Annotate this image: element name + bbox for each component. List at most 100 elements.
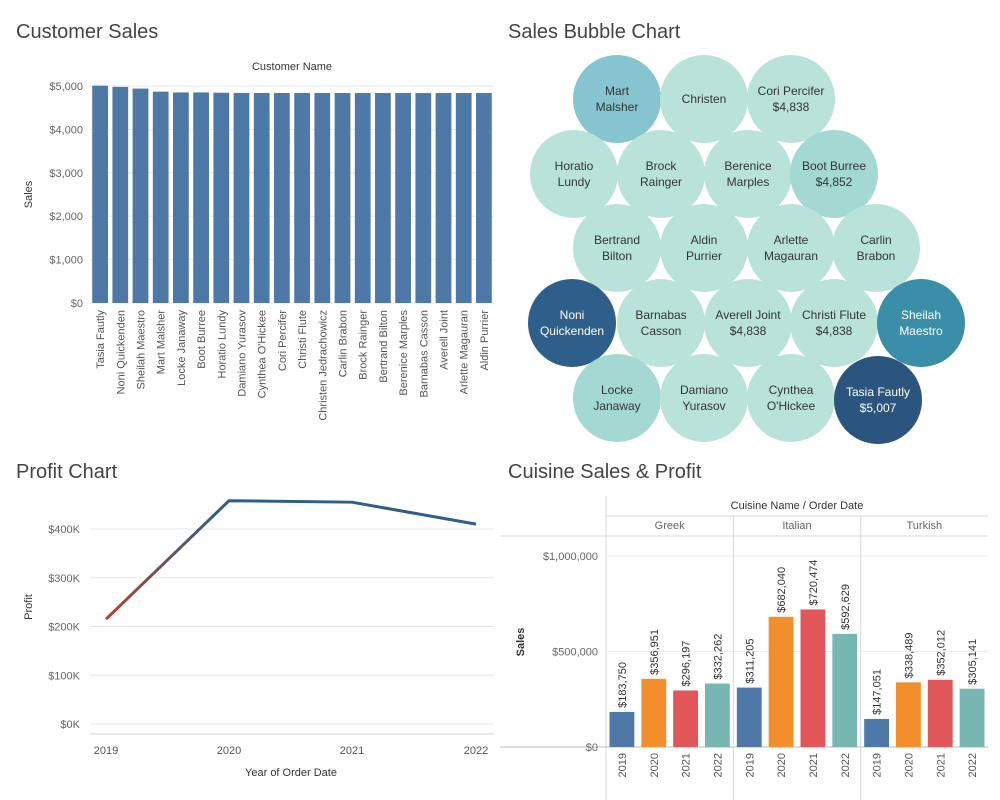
- y-tick-label: $1,000,000: [543, 551, 598, 563]
- data-label: $338,489: [903, 632, 915, 678]
- x-tick-label: Aldin Purrier: [479, 310, 491, 371]
- data-label: $311,205: [744, 639, 756, 684]
- x-tick-label: 2022: [840, 753, 852, 777]
- bubble: [704, 279, 792, 367]
- bar: [375, 93, 391, 304]
- bubble: [747, 204, 835, 292]
- bubble-label: $4,838: [773, 100, 810, 114]
- bar: [415, 93, 432, 304]
- bubble-label: Mart: [605, 84, 630, 98]
- bar: [705, 683, 730, 747]
- x-tick-label: 2019: [617, 753, 629, 777]
- x-tick-label: Damiano Yurasov: [237, 310, 249, 397]
- cuisine-name: Italian: [782, 520, 811, 532]
- cuisine-name: Turkish: [907, 520, 943, 532]
- bubble: [573, 204, 661, 292]
- bubble-label: Aldin: [691, 233, 718, 247]
- x-tick-label: Horatio Lundy: [216, 310, 228, 379]
- bubble-label: Noni: [560, 308, 585, 322]
- x-tick-label: Christi Flute: [297, 310, 309, 369]
- bubble-label: Cori Percifer: [758, 84, 825, 98]
- bubble: [573, 354, 661, 442]
- y-tick-label: $100K: [48, 670, 80, 682]
- bar: [274, 93, 290, 304]
- bar: [673, 690, 698, 747]
- bubble-label: Bertrand: [594, 233, 640, 247]
- bar: [395, 93, 411, 304]
- bubble: [660, 55, 748, 143]
- bubble: [704, 130, 792, 218]
- bubble: [573, 55, 661, 143]
- bubble: [660, 204, 748, 292]
- bar: [800, 609, 826, 747]
- x-tick-label: 2021: [681, 753, 693, 777]
- bubble-label: Rainger: [640, 175, 682, 189]
- header-label: Cuisine Name / Order Date: [731, 500, 864, 512]
- bubble-label: Damiano: [680, 383, 728, 397]
- x-tick-label: Bertrand Bilton: [378, 310, 390, 383]
- bubble: [790, 130, 878, 218]
- data-label: $183,750: [617, 662, 629, 708]
- bubble-label: $4,852: [816, 175, 853, 189]
- x-tick-label: Barnabas Casson: [418, 310, 430, 397]
- cuisine-chart-title: Cuisine Sales & Profit: [508, 461, 702, 483]
- bubble: [747, 55, 835, 143]
- bubble-label: Casson: [641, 324, 682, 338]
- bar: [455, 93, 472, 304]
- bubble-label: Bilton: [602, 249, 632, 263]
- data-label: $332,262: [712, 634, 724, 680]
- bar: [253, 93, 270, 304]
- profit-line: [104, 499, 477, 621]
- data-label: $296,197: [681, 641, 693, 687]
- bubble-label: Cynthea: [769, 383, 814, 397]
- bar: [832, 633, 858, 747]
- x-axis-label: Year of Order Date: [245, 767, 337, 779]
- y-tick-label: $4,000: [49, 124, 83, 136]
- y-tick-label: $2,000: [49, 211, 83, 223]
- bar: [334, 93, 351, 304]
- bubble-label: $4,838: [730, 324, 767, 338]
- bubble: [790, 279, 878, 367]
- bubble-label: Arlette: [774, 233, 809, 247]
- bubble-label: Tasia Fautly: [846, 385, 910, 399]
- x-tick-label: 2020: [903, 753, 915, 777]
- x-tick-label: 2021: [340, 745, 364, 757]
- x-tick-label: 2022: [967, 753, 979, 777]
- data-label: $682,040: [776, 567, 788, 613]
- data-label: $305,141: [967, 639, 979, 685]
- x-tick-label: Christen Jedrachowicz: [317, 310, 329, 421]
- profit-chart-title: Profit Chart: [16, 461, 118, 483]
- y-tick-label: $500,000: [552, 647, 598, 659]
- bubble: [617, 279, 705, 367]
- bubble: [528, 279, 616, 367]
- bar: [233, 92, 250, 303]
- x-tick-label: Cori Percifer: [277, 310, 289, 371]
- bubble-label: O'Hickee: [767, 399, 816, 413]
- x-tick-label: Carlin Brabon: [338, 310, 350, 377]
- bubble-label: Marples: [727, 175, 770, 189]
- x-tick-label: 2020: [217, 745, 241, 757]
- bubble-label: Brabon: [857, 249, 896, 263]
- data-label: $352,012: [935, 630, 947, 676]
- x-tick-label: 2019: [744, 753, 756, 777]
- bar: [314, 93, 331, 304]
- x-tick-label: Boot Burree: [196, 310, 208, 369]
- bar: [641, 678, 667, 747]
- x-tick-label: 2021: [808, 753, 820, 777]
- bubble-label: Purrier: [686, 249, 722, 263]
- x-tick-label: Berenice Marples: [398, 310, 410, 396]
- bubble-label: Sheilah: [901, 308, 941, 322]
- bubble-label: Christi Flute: [802, 308, 866, 322]
- bar: [193, 92, 209, 303]
- profit-line-chart: $0K $100K $200K $300K $400K 2019 2020 2021 2022 Y…: [23, 499, 494, 779]
- x-tick-label: Brock Rainger: [358, 310, 370, 380]
- y-tick-label: $0: [586, 742, 598, 754]
- x-tick-label: Locke Janaway: [176, 310, 188, 386]
- bubble-chart-title: Sales Bubble Chart: [508, 21, 681, 43]
- x-tick-label: Sheilah Maestro: [136, 310, 148, 390]
- x-tick-label: Noni Quickenden: [115, 310, 127, 394]
- x-tick-label: 2022: [712, 753, 724, 777]
- y-tick-label: $3,000: [49, 168, 83, 180]
- bar: [609, 711, 635, 747]
- x-tick-label: 2020: [776, 753, 788, 777]
